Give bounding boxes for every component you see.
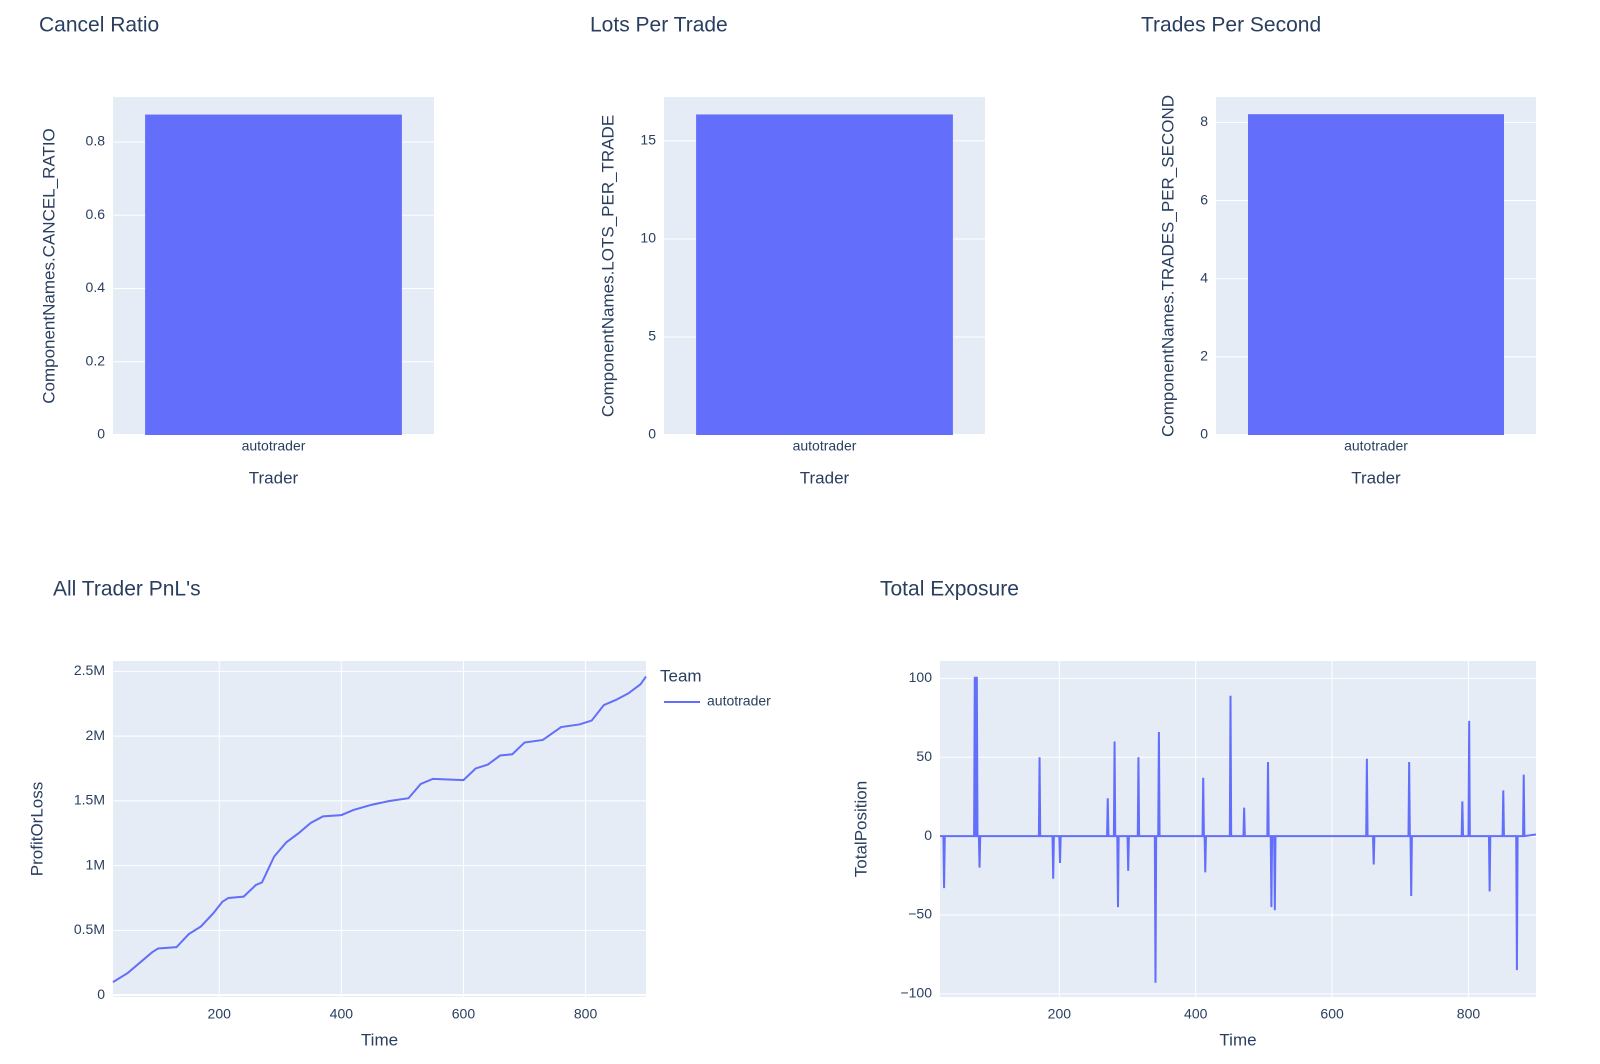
y-tick-label: 0.5M (74, 921, 105, 937)
x-tick-label: 200 (1048, 1006, 1072, 1022)
y-tick-label: 0 (924, 827, 932, 843)
y-tick-label: 10 (640, 230, 656, 246)
y-axis-label: ComponentNames.TRADES_PER_SECOND (1158, 95, 1177, 437)
y-axis-label: ProfitOrLoss (27, 782, 46, 876)
y-tick-label: 0.2 (86, 352, 106, 368)
x-tick-label: 400 (330, 1006, 354, 1022)
y-tick-label: 2 (1200, 348, 1208, 364)
x-tick-label: autotrader (793, 438, 857, 454)
x-axis-label: Trader (800, 468, 850, 487)
bar (1248, 114, 1504, 436)
y-tick-label: 0 (97, 986, 105, 1002)
y-tick-label: 100 (909, 669, 933, 685)
legend-label: autotrader (707, 693, 771, 709)
x-axis-label: Time (361, 1030, 398, 1049)
y-tick-label: 2M (86, 727, 105, 743)
line-series (940, 676, 1537, 983)
y-axis-label: TotalPosition (851, 781, 870, 877)
y-tick-label: 15 (640, 132, 656, 148)
x-axis-label: Trader (1351, 468, 1401, 487)
y-tick-label: 1M (86, 856, 105, 872)
y-tick-label: 5 (648, 328, 656, 344)
chart-title: Total Exposure (880, 578, 1019, 601)
plot-area (940, 661, 1536, 997)
x-tick-label: 600 (452, 1006, 476, 1022)
x-axis-label: Trader (249, 468, 299, 487)
plot-area (113, 661, 646, 997)
x-tick-label: 600 (1320, 1006, 1344, 1022)
y-tick-label: 6 (1200, 191, 1208, 207)
y-tick-label: 0.6 (86, 206, 106, 222)
legend-title: Team (660, 666, 702, 685)
y-tick-label: 2.5M (74, 662, 105, 678)
y-axis-label: ComponentNames.CANCEL_RATIO (39, 128, 58, 404)
y-tick-label: 8 (1200, 113, 1208, 129)
chart-title: Lots Per Trade (590, 14, 728, 37)
chart-title: Trades Per Second (1141, 14, 1321, 37)
y-tick-label: 0.4 (86, 279, 106, 295)
y-tick-label: 50 (916, 748, 932, 764)
chart-title: All Trader PnL's (53, 578, 201, 601)
y-tick-label: 0.8 (86, 133, 106, 149)
x-tick-label: 800 (574, 1006, 598, 1022)
line-series (112, 675, 647, 983)
x-tick-label: 200 (208, 1006, 232, 1022)
x-tick-label: 800 (1457, 1006, 1481, 1022)
y-tick-label: 0 (648, 426, 656, 442)
y-tick-label: −100 (900, 985, 932, 1001)
y-tick-label: 4 (1200, 269, 1208, 285)
y-tick-label: −50 (908, 906, 932, 922)
x-tick-label: autotrader (242, 438, 306, 454)
y-tick-label: 0 (97, 426, 105, 442)
bar (696, 114, 953, 435)
y-tick-label: 1.5M (74, 792, 105, 808)
chart-title: Cancel Ratio (39, 14, 159, 37)
x-axis-label: Time (1219, 1030, 1256, 1049)
y-tick-label: 0 (1200, 426, 1208, 442)
y-axis-label: ComponentNames.LOTS_PER_TRADE (598, 115, 617, 417)
x-tick-label: autotrader (1344, 438, 1408, 454)
x-tick-label: 400 (1184, 1006, 1208, 1022)
bar (145, 114, 402, 436)
